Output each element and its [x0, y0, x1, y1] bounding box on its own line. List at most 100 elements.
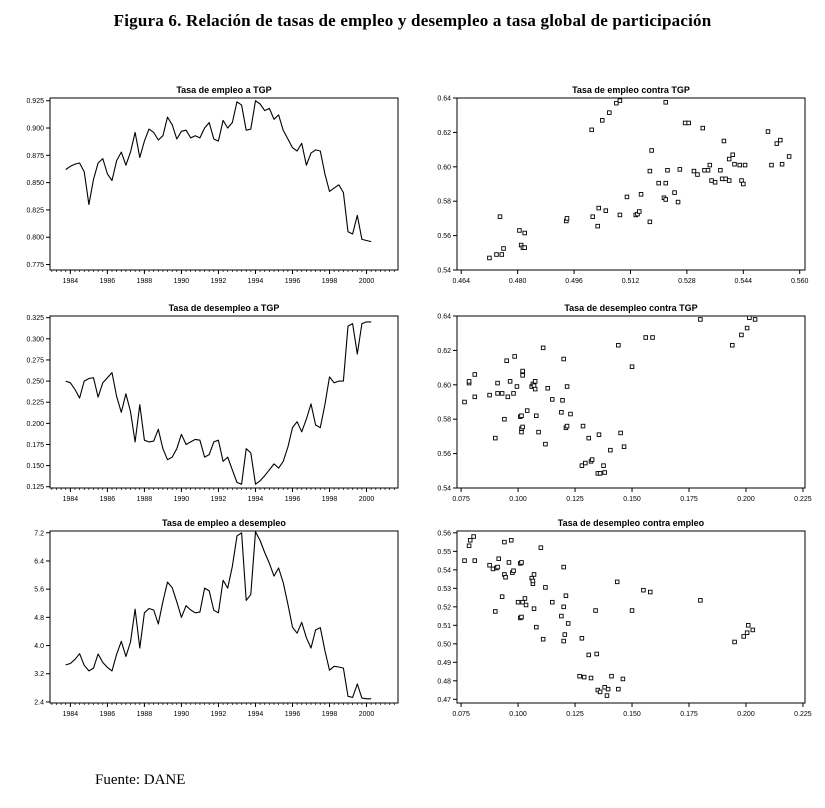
svg-text:1994: 1994 — [248, 496, 264, 503]
svg-text:0.496: 0.496 — [565, 278, 583, 285]
svg-text:0.775: 0.775 — [26, 262, 44, 269]
svg-text:5.6: 5.6 — [34, 587, 44, 594]
svg-text:1996: 1996 — [285, 278, 301, 285]
svg-text:4.0: 4.0 — [34, 643, 44, 650]
svg-text:0.175: 0.175 — [680, 496, 698, 503]
svg-text:1988: 1988 — [137, 496, 153, 503]
svg-text:0.55: 0.55 — [437, 549, 451, 556]
svg-text:0.48: 0.48 — [437, 678, 451, 685]
svg-text:0.150: 0.150 — [623, 711, 641, 718]
svg-text:0.52: 0.52 — [437, 604, 451, 611]
svg-text:0.51: 0.51 — [437, 623, 451, 630]
svg-text:0.54: 0.54 — [437, 268, 451, 275]
svg-text:0.60: 0.60 — [437, 164, 451, 171]
svg-text:0.62: 0.62 — [437, 130, 451, 137]
figure-title: Figura 6. Relación de tasas de empleo y … — [113, 11, 712, 30]
svg-text:0.800: 0.800 — [26, 235, 44, 242]
svg-text:0.125: 0.125 — [566, 496, 584, 503]
svg-text:2.4: 2.4 — [34, 699, 44, 706]
svg-text:0.47: 0.47 — [437, 697, 451, 704]
empleo-contra-tgp-scatter-chart: Tasa de empleo contra TGP 0.464 0.480 0.496… — [437, 85, 809, 285]
source-note: Fuente: DANE — [95, 772, 186, 788]
svg-text:0.49: 0.49 — [437, 660, 451, 667]
svg-text:0.62: 0.62 — [437, 348, 451, 355]
chart-panel-desempleo-contra-tgp: Tasa de desempleo contra TGP 0.075 0.100 0.… — [419, 302, 819, 510]
svg-text:1998: 1998 — [322, 711, 338, 718]
svg-text:Tasa de empleo a desempleo: Tasa de empleo a desempleo — [162, 518, 286, 528]
svg-text:Tasa de empleo a TGP: Tasa de empleo a TGP — [176, 85, 271, 95]
svg-text:Tasa de desempleo contra TGP: Tasa de desempleo contra TGP — [564, 303, 697, 313]
svg-text:0.58: 0.58 — [437, 199, 451, 206]
chart-panel-desempleo-a-tgp: Tasa de desempleo a TGP 1984 1986 1988 1990 1… — [12, 302, 412, 510]
svg-text:0.56: 0.56 — [437, 233, 451, 240]
chart-panel-empleo-a-tgp: Tasa de empleo a TGP 1984 1986 1988 1990 1992… — [12, 84, 412, 292]
svg-text:0.875: 0.875 — [26, 153, 44, 160]
svg-text:0.64: 0.64 — [437, 96, 451, 103]
svg-text:0.250: 0.250 — [26, 379, 44, 386]
svg-text:1998: 1998 — [322, 496, 338, 503]
svg-text:0.528: 0.528 — [678, 278, 696, 285]
svg-text:1990: 1990 — [174, 711, 190, 718]
svg-text:3.2: 3.2 — [34, 671, 44, 678]
svg-text:2000: 2000 — [359, 278, 375, 285]
svg-text:1996: 1996 — [285, 496, 301, 503]
chart-panel-empleo-a-desempleo: Tasa de empleo a desempleo 1984 1986 1988 19… — [12, 517, 412, 725]
svg-text:0.64: 0.64 — [437, 314, 451, 321]
svg-text:1988: 1988 — [137, 278, 153, 285]
svg-text:0.125: 0.125 — [26, 484, 44, 491]
svg-text:0.850: 0.850 — [26, 180, 44, 187]
svg-text:0.175: 0.175 — [26, 442, 44, 449]
svg-text:Tasa de desempleo a TGP: Tasa de desempleo a TGP — [169, 303, 280, 313]
svg-text:0.58: 0.58 — [437, 417, 451, 424]
svg-text:0.225: 0.225 — [794, 711, 812, 718]
svg-text:0.53: 0.53 — [437, 586, 451, 593]
svg-text:1992: 1992 — [211, 711, 227, 718]
svg-text:1996: 1996 — [285, 711, 301, 718]
svg-text:0.54: 0.54 — [437, 567, 451, 574]
svg-text:2000: 2000 — [359, 496, 375, 503]
svg-text:2000: 2000 — [359, 711, 375, 718]
svg-text:0.56: 0.56 — [437, 530, 451, 537]
svg-text:0.50: 0.50 — [437, 641, 451, 648]
svg-text:6.4: 6.4 — [34, 558, 44, 565]
svg-text:1998: 1998 — [322, 278, 338, 285]
desempleo-a-tgp-line-chart: Tasa de desempleo a TGP 1984 1986 1988 1990 1… — [26, 303, 399, 503]
svg-text:0.125: 0.125 — [566, 711, 584, 718]
svg-text:0.900: 0.900 — [26, 126, 44, 133]
svg-text:7.2: 7.2 — [34, 530, 44, 537]
svg-text:1994: 1994 — [248, 711, 264, 718]
svg-text:Tasa de desempleo contra emple: Tasa de desempleo contra empleo — [558, 518, 705, 528]
chart-panel-empleo-contra-tgp: Tasa de empleo contra TGP 0.464 0.480 0.496… — [419, 84, 819, 292]
svg-text:1990: 1990 — [174, 496, 190, 503]
svg-text:0.075: 0.075 — [452, 711, 470, 718]
svg-text:1984: 1984 — [63, 711, 79, 718]
svg-text:1988: 1988 — [137, 711, 153, 718]
svg-text:0.464: 0.464 — [452, 278, 470, 285]
svg-text:0.560: 0.560 — [791, 278, 809, 285]
svg-text:0.150: 0.150 — [623, 496, 641, 503]
svg-text:0.54: 0.54 — [437, 486, 451, 493]
svg-text:0.175: 0.175 — [680, 711, 698, 718]
svg-text:1992: 1992 — [211, 496, 227, 503]
svg-text:0.075: 0.075 — [452, 496, 470, 503]
svg-text:0.150: 0.150 — [26, 463, 44, 470]
svg-text:0.275: 0.275 — [26, 357, 44, 364]
svg-text:4.8: 4.8 — [34, 615, 44, 622]
svg-text:0.100: 0.100 — [509, 711, 527, 718]
desempleo-contra-empleo-scatter-chart: Tasa de desempleo contra empleo 0.075 0.10… — [437, 518, 812, 718]
svg-text:0.200: 0.200 — [737, 496, 755, 503]
svg-text:1990: 1990 — [174, 278, 190, 285]
svg-text:1984: 1984 — [63, 496, 79, 503]
svg-text:0.100: 0.100 — [509, 496, 527, 503]
svg-text:1986: 1986 — [100, 496, 116, 503]
empleo-a-desempleo-line-chart: Tasa de empleo a desempleo 1984 1986 1988 19… — [34, 518, 399, 718]
svg-text:0.925: 0.925 — [26, 98, 44, 105]
svg-text:1992: 1992 — [211, 278, 227, 285]
svg-text:0.512: 0.512 — [622, 278, 640, 285]
svg-text:1984: 1984 — [63, 278, 79, 285]
svg-text:1994: 1994 — [248, 278, 264, 285]
chart-panel-desempleo-contra-empleo: Tasa de desempleo contra empleo 0.075 0.10… — [419, 517, 819, 725]
svg-text:0.200: 0.200 — [737, 711, 755, 718]
svg-text:0.480: 0.480 — [509, 278, 527, 285]
